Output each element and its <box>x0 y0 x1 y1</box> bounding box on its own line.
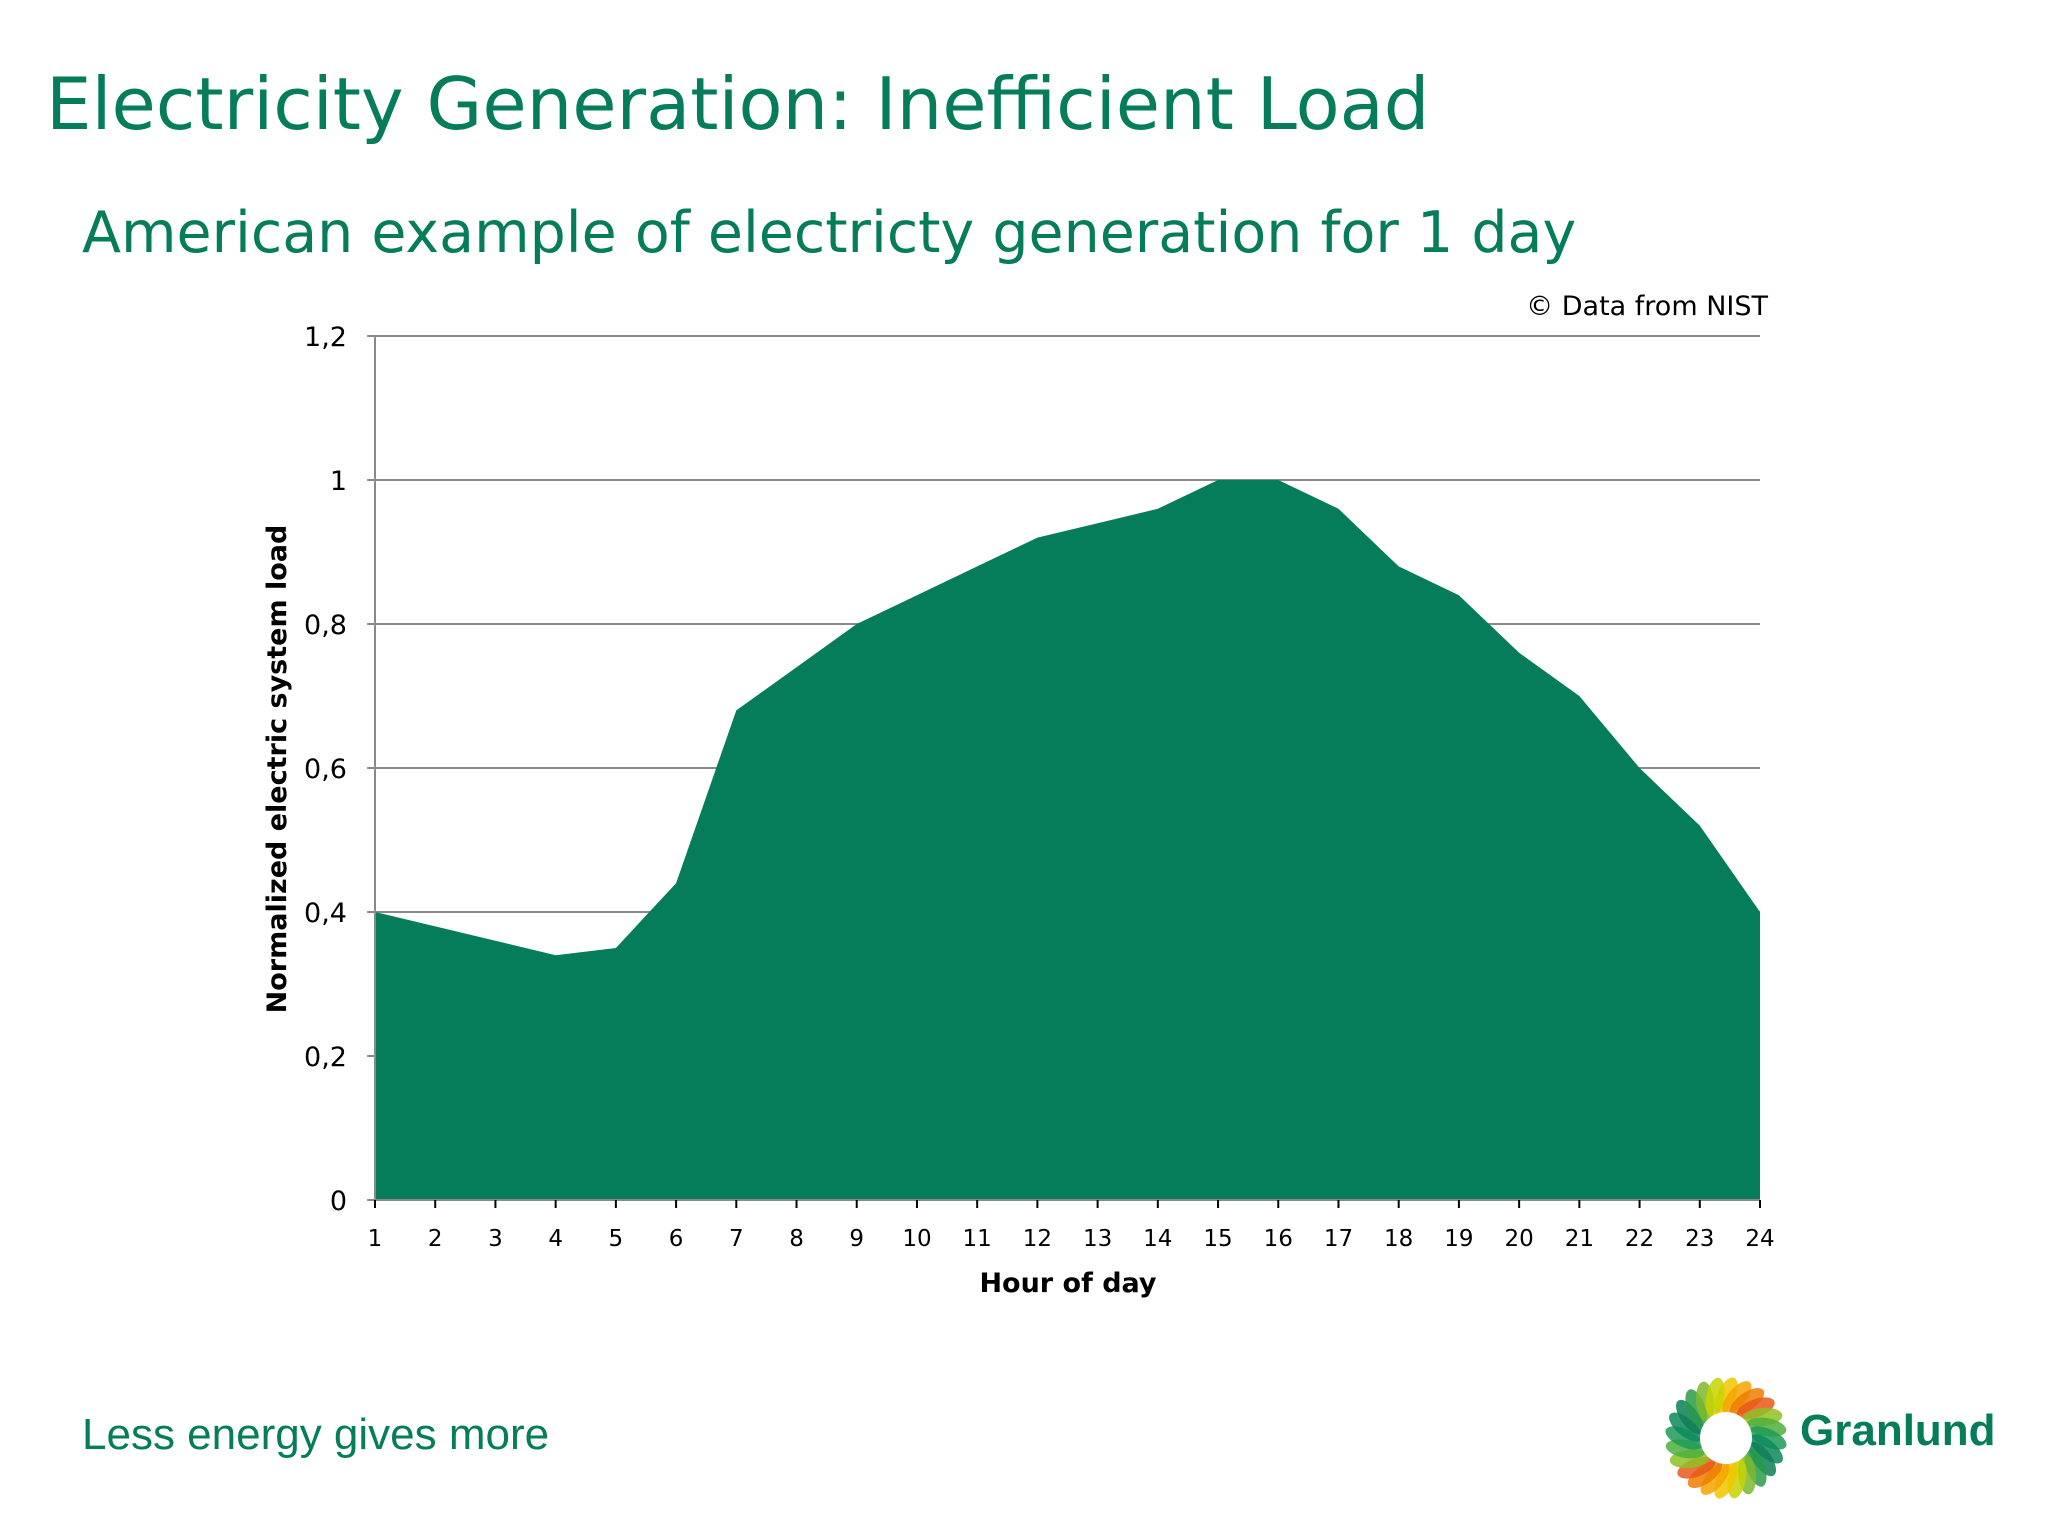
page-title: Electricity Generation: Inefficient Load <box>46 62 1430 146</box>
brand-name: Granlund <box>1800 1406 1996 1455</box>
tagline: Less energy gives more <box>82 1410 550 1459</box>
y-tick-label: 0,6 <box>304 754 347 785</box>
x-tick-label: 19 <box>1444 1226 1473 1252</box>
x-tick-label: 8 <box>789 1226 804 1252</box>
x-tick-label: 22 <box>1625 1226 1654 1252</box>
y-tick-labels: 0 0,2 0,4 0,6 0,8 1 1,2 <box>304 322 347 1217</box>
y-tick-label: 0 <box>330 1186 347 1217</box>
y-tick-label: 1 <box>330 466 347 497</box>
x-tick-label: 17 <box>1324 1226 1353 1252</box>
x-tick-label: 24 <box>1745 1226 1774 1252</box>
x-tick-label: 11 <box>963 1226 992 1252</box>
x-tick-label: 1 <box>368 1226 383 1252</box>
x-tick-label: 5 <box>609 1226 624 1252</box>
x-axis-label: Hour of day <box>979 1268 1156 1299</box>
x-tick-label: 2 <box>428 1226 443 1252</box>
x-tick-label: 13 <box>1083 1226 1112 1252</box>
y-tick-label: 1,2 <box>304 322 347 353</box>
x-tick-label: 3 <box>488 1226 503 1252</box>
x-tick-label: 20 <box>1504 1226 1533 1252</box>
load-area <box>375 480 1760 1200</box>
y-tick-label: 0,2 <box>304 1042 347 1073</box>
x-tick-label: 21 <box>1565 1226 1594 1252</box>
x-tick-labels: 1 2 3 4 5 6 7 8 9 10 11 12 13 14 15 16 17 18 19 20 21 22 23 24 <box>368 1226 1775 1252</box>
x-tick-label: 15 <box>1203 1226 1232 1252</box>
x-tick-label: 23 <box>1685 1226 1714 1252</box>
y-axis-label: Normalized electric system load <box>262 525 293 1014</box>
x-tick-label: 7 <box>729 1226 744 1252</box>
x-tick-label: 14 <box>1143 1226 1172 1252</box>
load-area-chart: 00,20,40,60,811,2 1 2 3 4 5 6 7 8 9 10 11 12 13 14 15 1… <box>262 291 1775 1299</box>
x-tick-label: 6 <box>669 1226 684 1252</box>
granlund-logo-icon <box>1665 1377 1787 1499</box>
y-tick-label: 0,8 <box>304 610 347 641</box>
x-tick-label: 9 <box>849 1226 864 1252</box>
y-tick-label: 0,4 <box>304 898 347 929</box>
x-tick-label: 10 <box>902 1226 931 1252</box>
page-subtitle: American example of electricty generatio… <box>82 200 1577 266</box>
x-tick-label: 18 <box>1384 1226 1413 1252</box>
data-source-note: © Data from NIST <box>1526 291 1768 322</box>
x-tick-label: 12 <box>1023 1226 1052 1252</box>
x-tick-label: 4 <box>548 1226 563 1252</box>
x-tick-label: 16 <box>1264 1226 1293 1252</box>
axes <box>367 335 1761 1208</box>
